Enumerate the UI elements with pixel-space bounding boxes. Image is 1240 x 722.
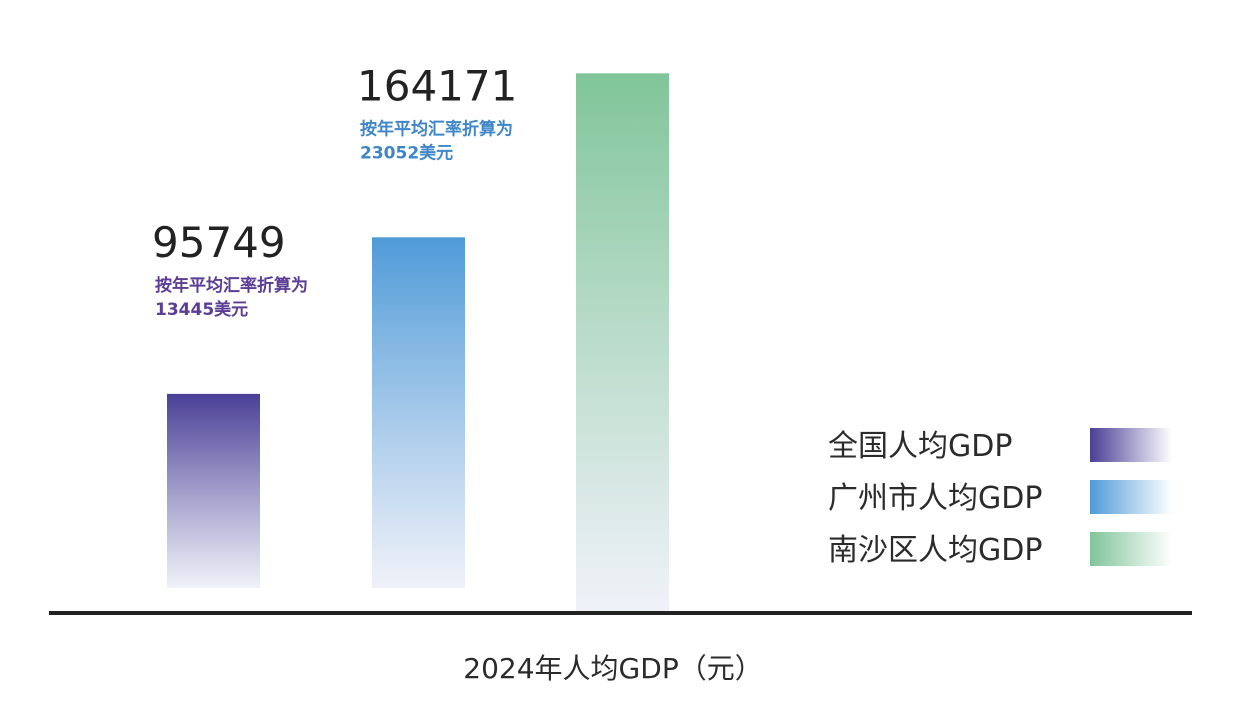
legend-swatch-guangzhou	[1090, 480, 1172, 514]
value-label-guangzhou: 164171	[357, 61, 517, 110]
legend-swatch-national	[1090, 428, 1172, 462]
value-label-national: 95749	[152, 218, 286, 267]
legend-label-nansha: 南沙区人均GDP	[828, 533, 1042, 568]
conversion-note-national-2: 13445美元	[155, 299, 248, 320]
conversion-note-guangzhou-2: 23052美元	[360, 142, 453, 163]
legend-label-guangzhou: 广州市人均GDP	[828, 481, 1042, 516]
bar-nansha	[576, 73, 669, 613]
x-axis-title: 2024年人均GDP（元）	[463, 652, 762, 685]
bar-national	[167, 393, 260, 588]
legend-swatch-nansha	[1090, 532, 1172, 566]
conversion-note-national-1: 按年平均汇率折算为	[155, 275, 308, 296]
bar-guangzhou	[372, 237, 465, 589]
conversion-note-guangzhou-1: 按年平均汇率折算为	[360, 118, 513, 139]
legend: 全国人均GDP 广州市人均GDP 南沙区人均GDP	[828, 428, 1172, 568]
legend-label-national: 全国人均GDP	[828, 429, 1012, 464]
